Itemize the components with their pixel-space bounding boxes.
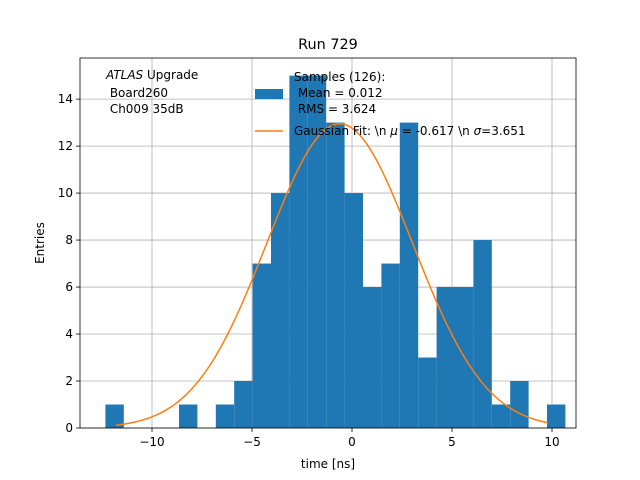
histogram-bar-14 xyxy=(363,287,382,428)
annotation-italic-word: ATLAS xyxy=(105,68,144,82)
x-axis-ticks: −10 −5 0 5 10 xyxy=(139,428,560,449)
histogram-bar-16 xyxy=(399,122,419,428)
histogram-bar-21 xyxy=(491,404,511,428)
legend-bar-line-3: RMS = 3.624 xyxy=(294,102,376,116)
histogram-bar-9 xyxy=(271,193,290,428)
x-tick-label-4: 10 xyxy=(544,435,559,449)
legend: Samples (126): Mean = 0.012 RMS = 3.624 … xyxy=(255,70,526,138)
histogram-bar-20 xyxy=(473,240,492,428)
plot-frame xyxy=(79,57,577,429)
y-tick-label-2: 4 xyxy=(65,327,73,341)
legend-fit-entry: Gaussian Fit: \n μ = -0.617 \n σ=3.651 xyxy=(294,124,526,138)
legend-fit-mu: μ xyxy=(389,124,398,138)
histogram-bar-17 xyxy=(418,357,437,428)
histogram-bar-11 xyxy=(307,75,327,428)
legend-fit-prefix: Gaussian Fit: \n xyxy=(294,124,390,138)
y-axis-ticks: 0 2 4 6 8 10 12 14 xyxy=(58,92,80,435)
annotation-line-1: ATLAS Upgrade xyxy=(105,68,198,82)
y-tick-label-4: 8 xyxy=(65,233,73,247)
legend-fit-sigma: σ xyxy=(474,124,482,138)
y-tick-label-3: 6 xyxy=(65,280,73,294)
histogram-bar-12 xyxy=(326,122,345,428)
histogram-bar-18 xyxy=(436,287,455,428)
histogram-bar-4 xyxy=(179,404,198,428)
histogram-bar-13 xyxy=(344,193,363,428)
x-tick-label-1: −5 xyxy=(243,435,261,449)
annotation-line-2: Board260 xyxy=(106,86,168,100)
y-tick-label-7: 14 xyxy=(58,92,73,106)
histogram-bar-6 xyxy=(215,404,235,428)
legend-fit-mid: = -0.617 \n xyxy=(398,124,474,138)
gaussian-fit-curve xyxy=(115,123,549,426)
y-tick-label-6: 12 xyxy=(58,139,73,153)
legend-bar-line-2: Mean = 0.012 xyxy=(294,86,383,100)
histogram-bars xyxy=(105,75,566,428)
x-tick-label-0: −10 xyxy=(139,435,164,449)
annotation-text: ATLAS Upgrade Board260 Ch009 35dB xyxy=(105,68,198,116)
histogram-bar-22 xyxy=(510,381,529,428)
x-tick-label-2: 0 xyxy=(348,435,356,449)
legend-bar-line-1: Samples (126): xyxy=(294,70,385,84)
chart-title: Run 729 xyxy=(298,37,358,53)
y-tick-label-5: 10 xyxy=(58,186,73,200)
histogram-bar-24 xyxy=(547,404,566,428)
y-axis-label: Entries xyxy=(33,222,47,264)
histogram-bar-15 xyxy=(381,263,400,428)
x-axis-label: time [ns] xyxy=(301,457,355,471)
legend-bar-swatch xyxy=(255,89,283,99)
annotation-line-3: Ch009 35dB xyxy=(106,102,184,116)
histogram-bar-7 xyxy=(234,381,253,428)
annotation-line-1-rest: Upgrade xyxy=(143,68,198,82)
histogram-bar-10 xyxy=(289,75,308,428)
y-tick-label-1: 2 xyxy=(65,374,73,388)
y-tick-label-0: 0 xyxy=(65,421,73,435)
histogram-bar-8 xyxy=(252,263,271,428)
histogram-bar-0 xyxy=(105,404,124,428)
x-tick-label-3: 5 xyxy=(448,435,456,449)
legend-fit-suffix: =3.651 xyxy=(481,124,525,138)
